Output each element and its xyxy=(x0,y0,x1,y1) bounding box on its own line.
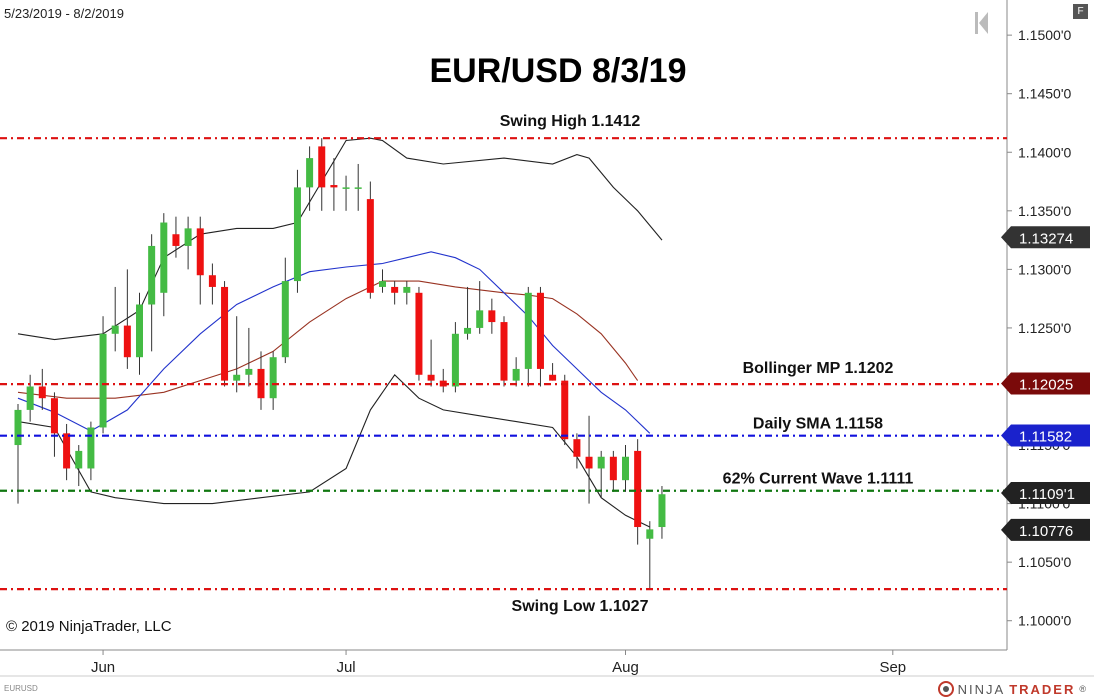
chart-title: EUR/USD 8/3/19 xyxy=(430,52,687,90)
candle-up xyxy=(597,456,605,469)
candle-up xyxy=(281,281,289,358)
candle-up xyxy=(342,187,350,189)
candle-up xyxy=(622,456,629,481)
candle-down xyxy=(63,433,71,469)
x-tick-label: Jun xyxy=(91,659,115,676)
brand-part1: NINJA xyxy=(957,681,1006,697)
candle-up xyxy=(99,333,107,428)
candle-up xyxy=(75,450,83,469)
candle-up xyxy=(184,228,192,246)
candle-up xyxy=(403,286,411,293)
bollinger-upper-line xyxy=(17,137,663,341)
candle-down xyxy=(318,146,326,188)
candle-up xyxy=(269,357,277,399)
price-tag-bg xyxy=(1001,226,1090,249)
price-tag-label: 1.12025 xyxy=(1019,377,1073,394)
candle-up xyxy=(306,158,314,188)
candle-down xyxy=(196,228,204,276)
candle-down xyxy=(536,292,544,369)
candle-down xyxy=(634,450,642,528)
copyright-text: © 2019 NinjaTrader, LLC xyxy=(6,618,172,635)
candle-up xyxy=(111,325,119,334)
candle-down xyxy=(391,286,399,293)
candle-down xyxy=(500,322,508,381)
candle-up xyxy=(464,327,472,334)
price-tag-label: 1.13274 xyxy=(1019,230,1073,247)
candle-up xyxy=(658,494,666,528)
level-label: Bollinger MP 1.1202 xyxy=(743,360,894,377)
x-tick-label: Jul xyxy=(336,659,355,676)
candle-down xyxy=(221,286,229,381)
candle-up xyxy=(148,245,156,305)
candle-down xyxy=(549,374,557,381)
y-tick-label: 1.1300'0 xyxy=(1018,261,1071,277)
price-tag-bg xyxy=(1001,372,1090,395)
price-tag-label: 1.1109'1 xyxy=(1019,486,1075,503)
candle-up xyxy=(14,409,22,446)
level-label: Daily SMA 1.1158 xyxy=(753,416,883,433)
level-label: Swing Low 1.1027 xyxy=(512,598,649,615)
brand-logo: NINJA TRADER ® xyxy=(937,681,1086,697)
y-tick-label: 1.1350'0 xyxy=(1018,203,1071,219)
candle-down xyxy=(488,310,496,323)
candle-up xyxy=(379,281,386,287)
y-tick-label: 1.1500'0 xyxy=(1018,27,1071,43)
price-tag-label: 1.11582 xyxy=(1019,428,1072,445)
x-tick-label: Sep xyxy=(879,659,906,676)
candle-down xyxy=(585,456,593,469)
y-tick-label: 1.1000'0 xyxy=(1018,613,1071,629)
skip-to-start-icon[interactable] xyxy=(975,12,989,34)
price-tag-label: 1.10776 xyxy=(1019,523,1073,540)
level-label: Swing High 1.1412 xyxy=(500,113,641,130)
candle-up xyxy=(354,187,362,189)
y-tick-label: 1.1400'0 xyxy=(1018,144,1071,160)
candle-down xyxy=(38,386,46,399)
candle-up xyxy=(233,374,241,381)
candle-down xyxy=(366,199,374,293)
candle-down xyxy=(561,380,569,440)
x-tick-label: Aug xyxy=(612,659,639,676)
bollinger-mid-line xyxy=(17,280,639,399)
candle-down xyxy=(330,185,338,188)
date-range: 5/23/2019 - 8/2/2019 xyxy=(4,6,124,21)
y-tick-label: 1.1450'0 xyxy=(1018,86,1071,102)
candle-down xyxy=(208,275,216,287)
candle-down xyxy=(172,234,180,246)
candle-up xyxy=(524,292,532,369)
candle-up xyxy=(293,187,301,282)
level-label: 62% Current Wave 1.1111 xyxy=(723,471,914,488)
ninjatrader-logo-icon xyxy=(937,681,954,697)
candle-down xyxy=(427,374,435,381)
candle-down xyxy=(123,325,131,358)
price-tag-bg xyxy=(1001,424,1090,447)
price-tag-bg xyxy=(1001,518,1090,541)
f-button[interactable]: F xyxy=(1073,4,1088,19)
brand-reg: ® xyxy=(1079,684,1086,694)
price-tag-bg xyxy=(1001,481,1090,504)
y-tick-label: 1.1050'0 xyxy=(1018,554,1071,570)
candle-up xyxy=(87,427,95,469)
brand-part2: TRADER xyxy=(1009,681,1076,697)
candle-up xyxy=(512,368,520,381)
candle-down xyxy=(609,456,617,481)
candle-down xyxy=(415,292,423,375)
candle-up xyxy=(451,333,459,387)
candle-up xyxy=(26,386,34,410)
sma-line xyxy=(17,251,651,434)
candle-up xyxy=(476,310,484,328)
candle-up xyxy=(245,368,253,375)
instrument-label: EURUSD xyxy=(4,684,38,693)
candle-up xyxy=(646,529,654,539)
candle-up xyxy=(160,222,168,293)
bollinger-lower-line xyxy=(17,373,651,528)
candle-up xyxy=(136,304,143,358)
candle-down xyxy=(50,398,58,434)
candle-down xyxy=(573,439,581,457)
y-tick-label: 1.1250'0 xyxy=(1018,320,1071,336)
